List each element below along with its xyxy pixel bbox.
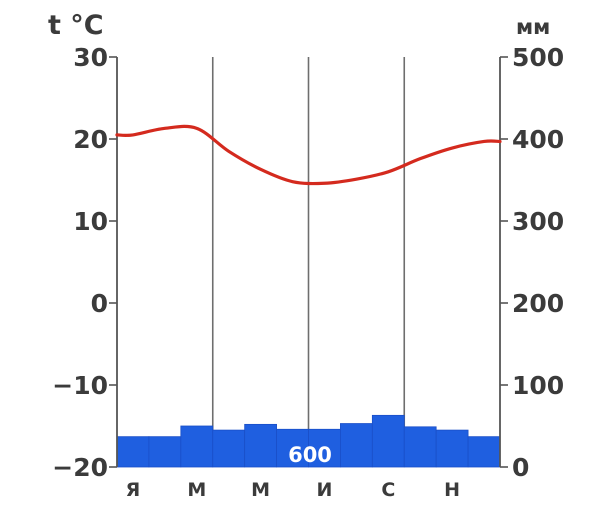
grid-lines [211,57,406,467]
right-tick-label: 400 [512,125,564,154]
right-tick-label: 0 [512,453,529,482]
plot-frame [116,57,501,467]
precip-bar-12 [467,436,501,468]
month-label: С [381,479,395,501]
precip-bar-1 [116,436,150,468]
left-tick-label: 10 [73,207,108,236]
month-label: Я [126,479,141,501]
left-tick-label: −20 [52,453,108,482]
right-tick-label: 500 [512,43,564,72]
left-tick-label: 30 [73,43,108,72]
left-tick-label: 0 [91,289,108,318]
temperature-curve [115,124,502,186]
precip-bar-2 [148,436,182,468]
right-tick-label: 200 [512,289,564,318]
precip-bar-8 [340,423,373,468]
precip-bar-3 [180,425,214,468]
left-axis-title: t °C [48,10,104,41]
left-tick-label: −10 [52,371,108,400]
temperature-line [115,124,502,186]
right-axis-ticks: 500 400 300 200 100 0 [500,43,564,482]
precip-bar-9 [371,414,405,468]
left-axis-ticks: 30 20 10 0 −10 −20 [52,43,117,482]
left-tick-label: 20 [73,125,108,154]
right-axis-title: мм [516,15,550,39]
right-tick-label: 300 [512,207,564,236]
precip-bar-4 [212,429,246,468]
precipitation-bars [116,414,501,468]
precip-bar-10 [403,426,437,468]
total-precipitation-label: 600 [288,443,332,467]
month-label: М [187,479,206,501]
month-label: И [317,479,333,501]
precip-bar-11 [435,429,469,468]
month-label: М [251,479,270,501]
month-label: Н [444,479,460,501]
precip-bar-5 [244,423,277,468]
right-tick-label: 100 [512,371,564,400]
precip-bar-6 [276,428,309,468]
